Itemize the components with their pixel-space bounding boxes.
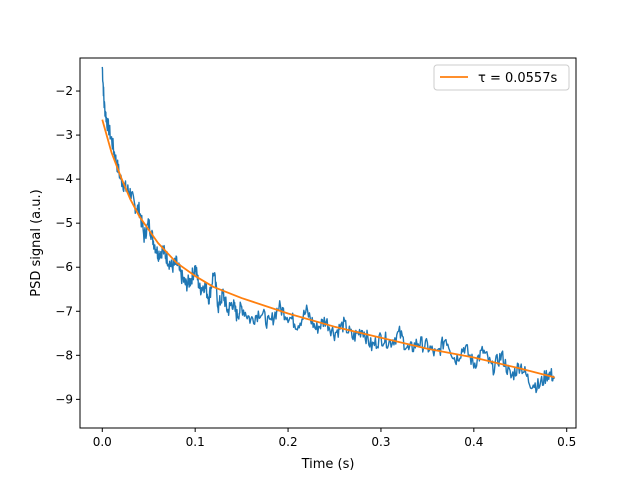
y-tick-label: −4 [55,172,73,186]
y-axis: −9 −8 −7 −6 −5 −4 −3 −2 [55,84,80,406]
x-tick-label: 0.1 [186,435,205,449]
x-axis: 0.0 0.1 0.2 0.3 0.4 0.5 [93,428,576,449]
x-tick-label: 0.2 [279,435,298,449]
y-tick-label: −5 [55,216,73,230]
y-tick-label: −7 [55,304,73,318]
signal-trace [101,66,556,394]
y-tick-label: −2 [55,84,73,98]
y-axis-label: PSD signal (a.u.) [29,189,44,296]
series-layer [101,66,556,394]
y-tick-label: −8 [55,348,73,362]
x-axis-label: Time (s) [301,457,355,472]
x-tick-label: 0.3 [371,435,390,449]
fit-curve [101,119,555,379]
legend: τ = 0.0557s [433,64,570,91]
legend-fit-label: τ = 0.0557s [478,71,557,86]
y-tick-label: −6 [55,260,73,274]
legend-box [433,64,570,91]
x-tick-label: 0.0 [93,435,112,449]
x-tick-label: 0.4 [464,435,483,449]
plot-frame [79,57,577,429]
y-tick-label: −9 [55,392,73,406]
y-tick-label: −3 [55,128,73,142]
x-tick-label: 0.5 [557,435,576,449]
